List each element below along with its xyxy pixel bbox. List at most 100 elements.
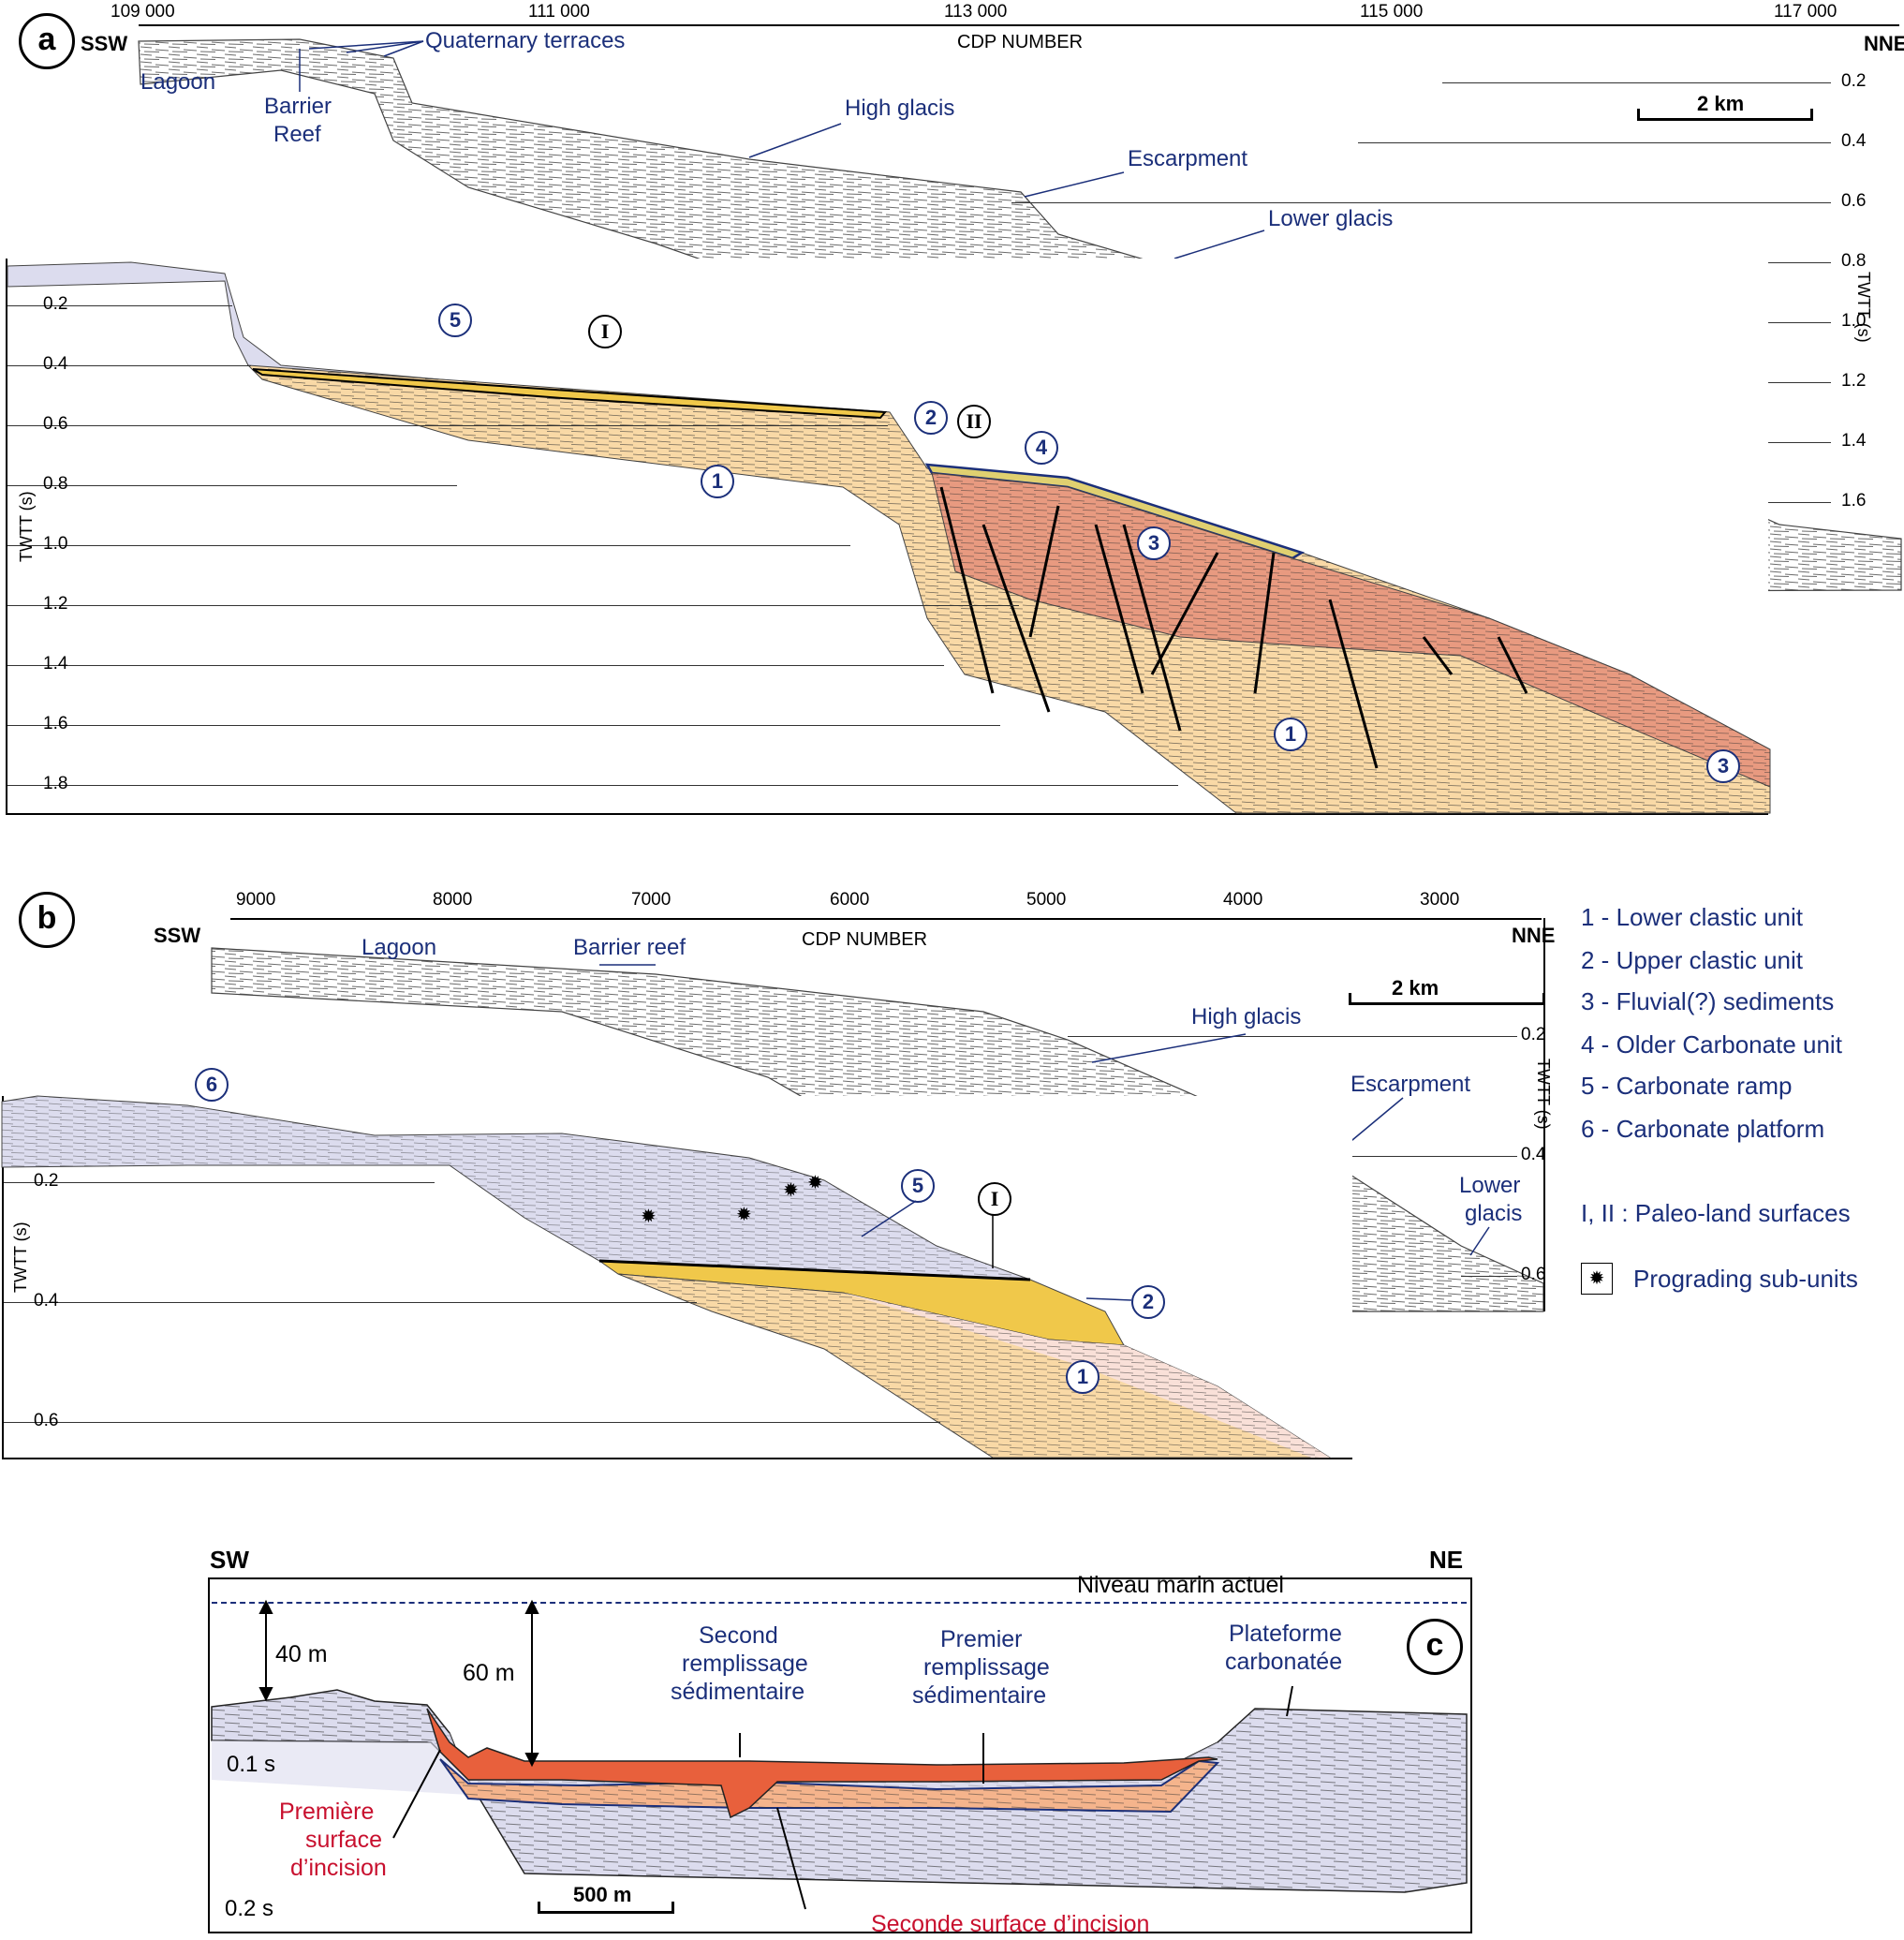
unit-marker: 1	[701, 465, 734, 498]
star-icon: ✹	[641, 1207, 657, 1227]
cdp-tick: 3000	[1420, 890, 1460, 910]
panel-c-right-dir: NE	[1429, 1546, 1464, 1574]
grid-line	[1358, 142, 1831, 143]
cdp-axis-line	[230, 918, 1542, 920]
grid-line	[1011, 202, 1831, 203]
cdp-axis-line	[139, 24, 1899, 26]
panel-b-right-dir: NNE	[1512, 924, 1556, 947]
grid-line	[4, 1302, 697, 1303]
unit-marker: I	[588, 315, 622, 348]
twtt-tick: 1.4	[43, 654, 68, 674]
unit-marker: 3	[1706, 749, 1740, 783]
unit-marker: 5	[901, 1169, 935, 1203]
cdp-axis-title: CDP NUMBER	[957, 32, 1084, 52]
label-lower-glacis: Lower glacis	[1268, 206, 1394, 231]
grid-line	[7, 545, 850, 546]
legend-item: 2 - Upper clastic unit	[1581, 946, 1803, 974]
twtt-tick: 0.2	[1521, 1025, 1546, 1044]
interpretation-b	[1, 1095, 1332, 1459]
grid-line	[7, 485, 457, 486]
twtt-tick: 0.6	[34, 1411, 59, 1430]
depth-60-label: 60 m	[463, 1660, 515, 1686]
panel-b-left-dir: SSW	[154, 924, 201, 947]
grid-line	[1442, 82, 1831, 83]
panel-c-left-dir: SW	[210, 1546, 249, 1574]
scale-label-a: 2 km	[1697, 92, 1745, 115]
time-01-label: 0.1 s	[227, 1752, 276, 1777]
label-quaternary-terraces: Quaternary terraces	[425, 28, 626, 53]
grid-line	[1311, 1156, 1517, 1157]
grid-line	[7, 605, 1019, 606]
cdp-tick: 5000	[1026, 890, 1067, 910]
twtt-tick: 0.6	[1841, 191, 1867, 211]
twtt-tick: 1.0	[1841, 311, 1867, 331]
scale-bar-b	[1349, 993, 1545, 1005]
label-first-incision: d’incision	[290, 1855, 387, 1881]
grid-line	[7, 425, 888, 426]
label-lagoon: Lagoon	[362, 935, 437, 960]
label-second-fill: remplissage	[682, 1651, 808, 1677]
label-high-glacis: High glacis	[1191, 1004, 1302, 1029]
label-platform: carbonatée	[1225, 1649, 1343, 1675]
twtt-tick: 0.2	[34, 1171, 59, 1191]
grid-line	[1068, 1036, 1517, 1037]
cdp-axis-title: CDP NUMBER	[802, 929, 928, 950]
depth-40-label: 40 m	[275, 1641, 328, 1667]
legend-item: 1 - Lower clastic unit	[1581, 903, 1803, 931]
axis-right	[1543, 918, 1545, 1311]
grid-line	[1733, 502, 1831, 503]
label-escarpment: Escarpment	[1351, 1072, 1471, 1097]
panel-a-left-dir: SSW	[81, 32, 128, 55]
scale-bar-c	[538, 1902, 674, 1914]
label-lower-glacis: Lower	[1459, 1173, 1521, 1198]
unit-marker: 2	[1131, 1285, 1165, 1319]
unit-marker: 4	[1025, 431, 1058, 465]
panel-a-right-dir: NNE	[1864, 32, 1904, 55]
sea-level-line	[212, 1602, 1467, 1604]
scale-label-b: 2 km	[1392, 976, 1439, 1000]
sea-level-label: Niveau marin actuel	[1077, 1572, 1284, 1598]
unit-marker: 1	[1274, 718, 1307, 751]
twtt-tick: 0.4	[1521, 1145, 1546, 1164]
unit-marker: I	[978, 1182, 1011, 1216]
cdp-tick: 8000	[433, 890, 473, 910]
unit-marker: 3	[1137, 526, 1171, 560]
label-barrier-reef: Reef	[273, 122, 321, 147]
grid-line	[4, 1182, 435, 1183]
twtt-tick: 0.6	[43, 414, 68, 434]
legend-item: 4 - Older Carbonate unit	[1581, 1030, 1842, 1059]
legend-item: 6 - Carbonate platform	[1581, 1115, 1825, 1143]
label-barrier-reef: Barrier reef	[573, 935, 686, 960]
cdp-tick: 117 000	[1774, 2, 1838, 22]
unit-marker: 6	[195, 1068, 229, 1102]
annotation-arrows-a	[299, 40, 1265, 259]
star-icon: ✹	[783, 1180, 799, 1201]
grid-line	[7, 725, 1000, 726]
cdp-tick: 111 000	[528, 2, 590, 22]
label-second-incision: Seconde surface d’incision	[871, 1911, 1150, 1937]
legend-prograding: Prograding sub-units	[1633, 1265, 1858, 1293]
twtt-tick: 0.2	[1841, 71, 1867, 91]
panel-a-letter: a	[19, 13, 75, 69]
grid-line	[7, 305, 232, 306]
star-icon: ✹	[807, 1173, 823, 1193]
grid-line	[4, 1422, 940, 1423]
label-second-fill: sédimentaire	[671, 1679, 805, 1705]
cdp-tick: 109 000	[111, 2, 175, 22]
cdp-tick: 113 000	[944, 2, 1008, 22]
cdp-tick: 9000	[236, 890, 276, 910]
label-first-incision: Première	[279, 1799, 375, 1825]
cdp-tick: 4000	[1223, 890, 1263, 910]
label-lower-glacis: glacis	[1465, 1201, 1523, 1226]
scale-label-c: 500 m	[573, 1883, 632, 1906]
grid-line	[7, 365, 251, 366]
label-lagoon: Lagoon	[140, 69, 216, 95]
marker-leaders-b	[861, 1200, 1132, 1301]
twtt-tick: 1.0	[43, 534, 68, 554]
twtt-tick: 1.2	[43, 594, 68, 614]
grid-line	[7, 665, 944, 666]
label-barrier-reef: Barrier	[264, 94, 332, 119]
twtt-tick: 0.8	[43, 474, 68, 494]
twtt-tick: 1.4	[1841, 431, 1867, 451]
star-icon: ✹	[1581, 1263, 1613, 1295]
